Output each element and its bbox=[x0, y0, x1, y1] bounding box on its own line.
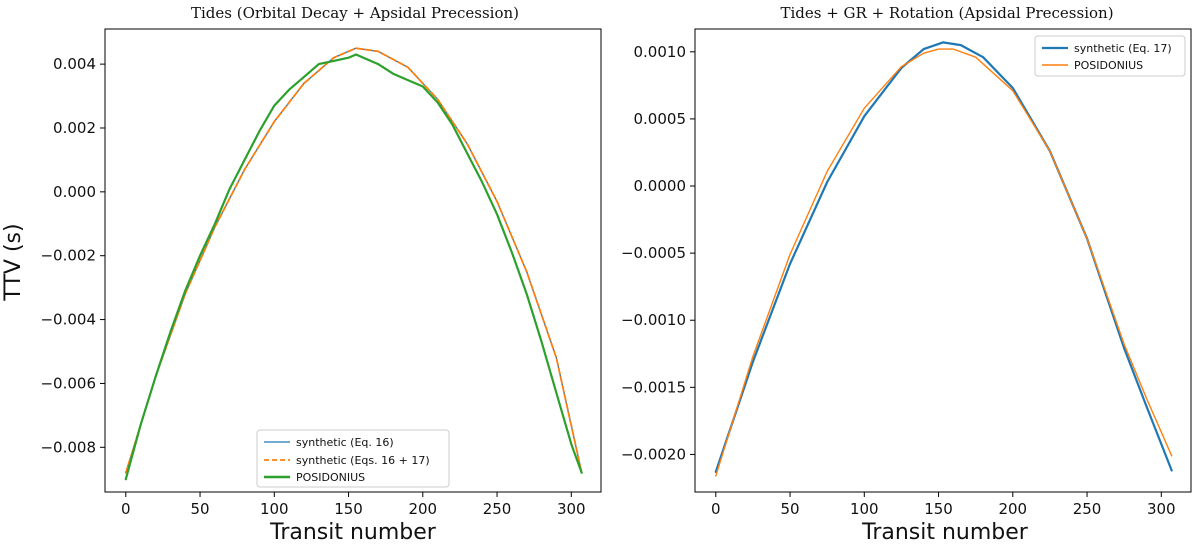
right-legend-box bbox=[1034, 35, 1186, 77]
right-series-line-1 bbox=[715, 48, 1173, 477]
left-chart-title: Tides (Orbital Decay + Apsidal Precessio… bbox=[191, 4, 519, 22]
right-x-tick-label: 150 bbox=[924, 500, 953, 518]
right-x-tick-label: 0 bbox=[711, 500, 721, 518]
right-x-tick-label: 50 bbox=[780, 500, 799, 518]
right-legend-label-eq17: synthetic (Eq. 17) bbox=[1074, 42, 1172, 55]
right-y-tick-label: 0.0005 bbox=[634, 110, 687, 128]
left-legend-label-eq16: synthetic (Eq. 16) bbox=[296, 436, 394, 449]
left-x-tick-label: 50 bbox=[190, 500, 209, 518]
right-x-tick-label: 100 bbox=[850, 500, 879, 518]
left-y-tick-label: 0.000 bbox=[53, 183, 96, 201]
left-y-tick-label: 0.004 bbox=[53, 55, 96, 73]
left-series-line-1 bbox=[124, 47, 583, 474]
left-series-line-2 bbox=[124, 53, 583, 481]
left-y-tick-label: −0.004 bbox=[40, 311, 96, 329]
left-y-tick-label: 0.002 bbox=[53, 119, 96, 137]
right-x-tick-label: 250 bbox=[1073, 500, 1102, 518]
left-x-tick-label: 0 bbox=[121, 500, 131, 518]
right-y-tick-label: −0.0010 bbox=[621, 311, 686, 329]
right-legend: synthetic (Eq. 17) POSIDONIUS bbox=[1034, 35, 1186, 77]
right-plot-area: 0 50 100 150 200 250 300 0.0010 0.0005 0.0000 −0.0… bbox=[621, 41, 1176, 518]
right-axes-frame bbox=[694, 28, 1192, 493]
right-y-tick-label: −0.0015 bbox=[621, 378, 686, 396]
left-x-axis-label: Transit number bbox=[269, 520, 437, 545]
right-y-tick-label: −0.0005 bbox=[621, 244, 686, 262]
left-legend-box bbox=[256, 429, 450, 488]
left-x-tick-label: 200 bbox=[408, 500, 437, 518]
right-series-line-0 bbox=[714, 41, 1173, 473]
left-series-line-0 bbox=[125, 47, 583, 474]
right-chart-title: Tides + GR + Rotation (Apsidal Precessio… bbox=[780, 4, 1113, 22]
left-x-tick-label: 150 bbox=[334, 500, 363, 518]
left-y-tick-label: −0.006 bbox=[40, 374, 96, 392]
right-x-axis-label: Transit number bbox=[861, 520, 1029, 545]
left-y-axis-label: TTV (s) bbox=[1, 223, 26, 301]
left-x-tick-label: 100 bbox=[260, 500, 289, 518]
right-legend-label-posidonius: POSIDONIUS bbox=[1074, 59, 1143, 72]
left-legend: synthetic (Eq. 16) synthetic (Eqs. 16 + … bbox=[256, 429, 450, 488]
right-y-tick-label: −0.0020 bbox=[621, 445, 686, 463]
right-y-tick-label: 0.0000 bbox=[634, 177, 687, 195]
left-y-tick-label: −0.002 bbox=[40, 247, 96, 265]
left-plot-area: 0 50 100 150 200 250 300 0.004 0.002 0.000 −0.002 −… bbox=[40, 47, 586, 518]
left-x-tick-label: 250 bbox=[483, 500, 512, 518]
left-y-tick-label: −0.008 bbox=[40, 438, 96, 456]
left-chart: Tides (Orbital Decay + Apsidal Precessio… bbox=[1, 4, 602, 545]
left-x-tick-label: 300 bbox=[557, 500, 586, 518]
left-legend-label-posidonius: POSIDONIUS bbox=[296, 471, 365, 484]
right-y-tick-label: 0.0010 bbox=[634, 43, 687, 61]
left-axes-frame bbox=[104, 28, 602, 493]
right-x-tick-label: 300 bbox=[1147, 500, 1176, 518]
left-legend-label-eq1617: synthetic (Eqs. 16 + 17) bbox=[296, 454, 430, 467]
right-x-tick-label: 200 bbox=[998, 500, 1027, 518]
right-chart: Tides + GR + Rotation (Apsidal Precessio… bbox=[621, 4, 1192, 545]
